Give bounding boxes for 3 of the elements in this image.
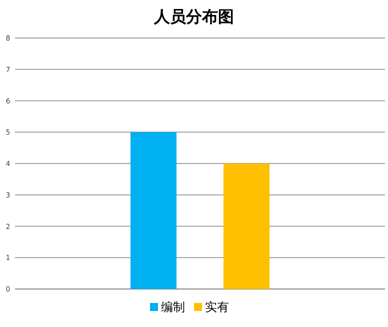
legend-label: 编制 (161, 300, 185, 314)
legend-label: 实有 (205, 300, 229, 314)
chart-title: 人员分布图 (153, 7, 234, 26)
